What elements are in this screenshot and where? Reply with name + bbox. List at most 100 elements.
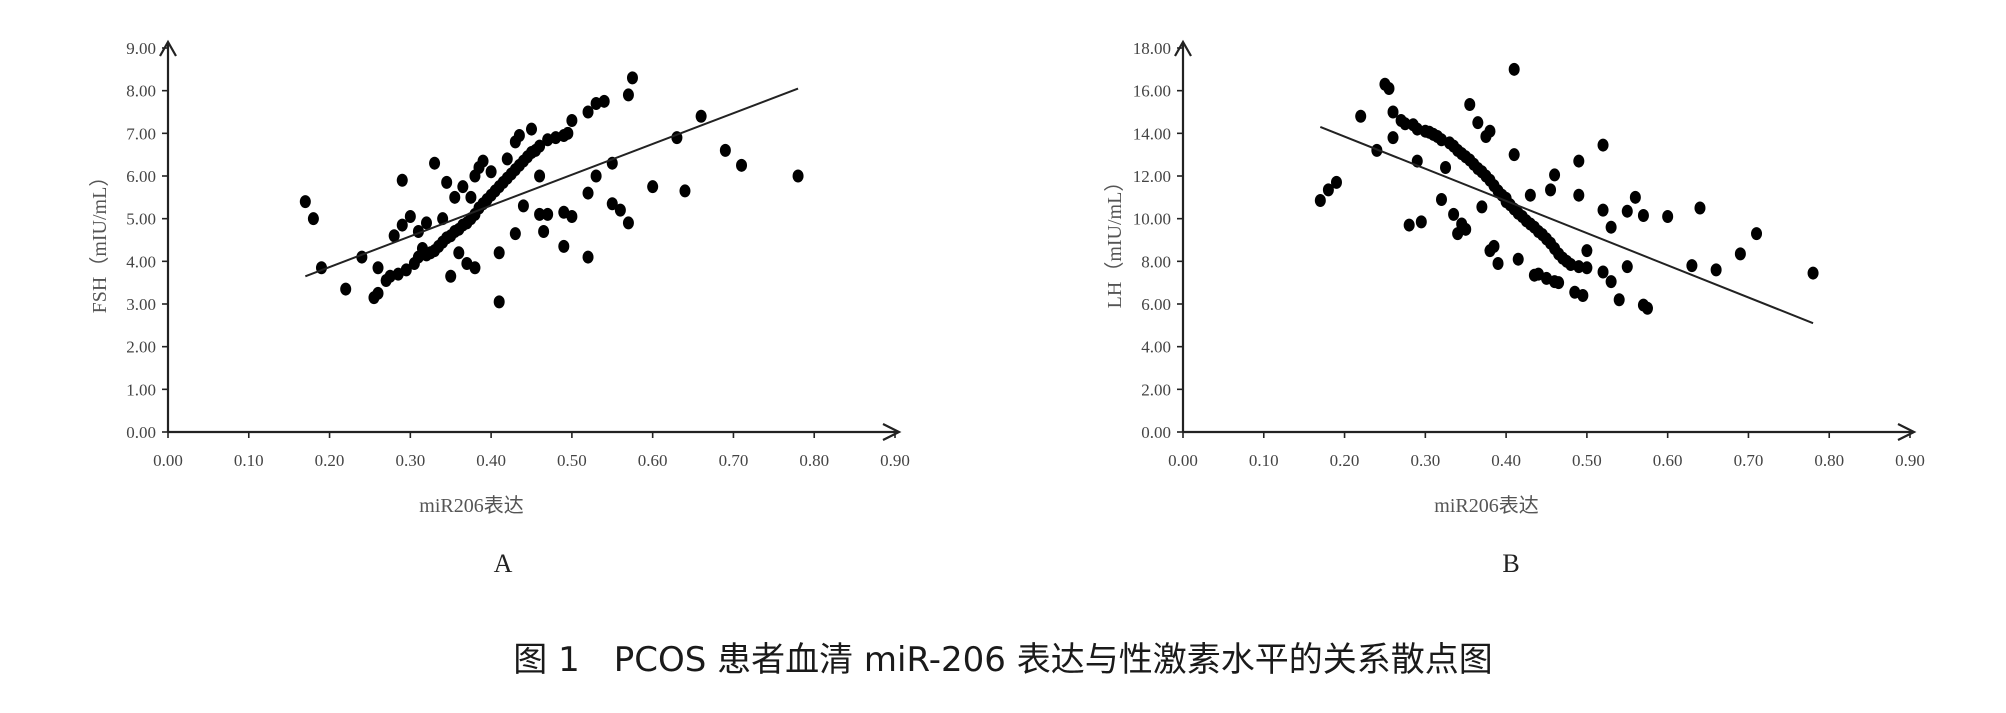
y-tick-label: 5.00 bbox=[126, 210, 156, 229]
data-point bbox=[1472, 116, 1484, 130]
x-tick-label: 0.30 bbox=[1410, 451, 1440, 470]
data-point bbox=[1621, 204, 1633, 218]
data-point bbox=[1484, 124, 1496, 138]
data-point bbox=[1605, 275, 1617, 289]
y-tick-label: 3.00 bbox=[126, 295, 156, 314]
x-tick-label: 0.80 bbox=[1814, 451, 1844, 470]
x-tick-label: 0.80 bbox=[799, 451, 829, 470]
y-axis-arrow bbox=[159, 39, 177, 57]
data-point bbox=[1399, 117, 1411, 131]
data-point bbox=[1440, 160, 1452, 174]
trendline bbox=[1319, 126, 1814, 325]
data-point bbox=[534, 207, 546, 221]
data-point bbox=[1597, 138, 1609, 152]
data-point bbox=[420, 216, 432, 230]
data-point bbox=[1581, 244, 1593, 258]
data-point bbox=[1508, 148, 1520, 162]
data-point bbox=[340, 282, 352, 296]
data-point bbox=[1621, 260, 1633, 274]
x-tick-label: 0.60 bbox=[638, 451, 668, 470]
data-point bbox=[1734, 247, 1746, 261]
data-point bbox=[372, 286, 384, 300]
y-axis-arrow bbox=[1174, 39, 1192, 57]
panel-label: A bbox=[494, 549, 513, 578]
data-point bbox=[622, 88, 634, 102]
data-point bbox=[1686, 259, 1698, 273]
x-tick-label: 0.60 bbox=[1653, 451, 1683, 470]
chart-b: 0.00 0.10 0.20 0.30 0.40 0.50 0.60 0.70 0.80 0.90… bbox=[1103, 39, 1925, 578]
data-point bbox=[1508, 62, 1520, 76]
data-point bbox=[445, 269, 457, 283]
x-tick-label: 0.10 bbox=[234, 451, 264, 470]
data-point bbox=[396, 218, 408, 232]
y-tick-label: 2.00 bbox=[126, 338, 156, 357]
data-point bbox=[1641, 301, 1653, 315]
data-point bbox=[1553, 276, 1565, 290]
data-point bbox=[1605, 220, 1617, 234]
data-point bbox=[1460, 222, 1472, 236]
y-tick-label: 8.00 bbox=[1141, 252, 1171, 271]
data-point bbox=[307, 212, 319, 226]
data-point bbox=[513, 128, 525, 142]
x-tick-label: 0.20 bbox=[1330, 451, 1360, 470]
data-point bbox=[1322, 183, 1334, 197]
data-point bbox=[1387, 131, 1399, 145]
x-tick-label: 0.90 bbox=[1895, 451, 1925, 470]
y-tick-label: 16.00 bbox=[1133, 82, 1171, 101]
data-point bbox=[457, 180, 469, 194]
data-point bbox=[598, 94, 610, 108]
data-point bbox=[1464, 98, 1476, 112]
data-point bbox=[1807, 266, 1819, 280]
y-tick-label: 1.00 bbox=[126, 380, 156, 399]
data-point bbox=[622, 216, 634, 230]
y-tick-label: 10.00 bbox=[1133, 210, 1171, 229]
data-point bbox=[404, 210, 416, 224]
y-tick-label: 7.00 bbox=[126, 124, 156, 143]
data-point bbox=[400, 263, 412, 277]
data-point bbox=[493, 295, 505, 309]
data-point bbox=[566, 114, 578, 128]
data-point bbox=[477, 154, 489, 168]
data-point bbox=[1597, 265, 1609, 279]
y-tick-label: 14.00 bbox=[1133, 124, 1171, 143]
data-point bbox=[517, 199, 529, 213]
data-point bbox=[453, 246, 465, 260]
data-point bbox=[1524, 188, 1536, 202]
chart-a: 0.00 0.10 0.20 0.30 0.40 0.50 0.60 0.70 0.80 0.90… bbox=[88, 39, 910, 578]
x-tick-label: 0.40 bbox=[476, 451, 506, 470]
data-point bbox=[1662, 210, 1674, 224]
data-point bbox=[542, 207, 554, 221]
data-point bbox=[493, 246, 505, 260]
x-tick-label: 0.50 bbox=[557, 451, 587, 470]
y-tick-label: 6.00 bbox=[1141, 295, 1171, 314]
data-point bbox=[526, 122, 537, 136]
data-point bbox=[1545, 183, 1557, 197]
data-point bbox=[566, 210, 578, 224]
data-point bbox=[1694, 201, 1706, 215]
x-tick-label: 0.40 bbox=[1491, 451, 1521, 470]
data-point bbox=[647, 180, 659, 194]
x-tick-label: 0.90 bbox=[880, 451, 910, 470]
trendline bbox=[304, 87, 799, 278]
data-point bbox=[1488, 239, 1500, 253]
data-point bbox=[626, 71, 638, 85]
y-tick-label: 2.00 bbox=[1141, 380, 1171, 399]
y-tick-label: 4.00 bbox=[126, 252, 156, 271]
data-point bbox=[465, 190, 477, 204]
data-point bbox=[1355, 109, 1367, 123]
data-point bbox=[558, 239, 570, 253]
data-point bbox=[1435, 192, 1447, 206]
data-point bbox=[501, 152, 513, 166]
data-point bbox=[1448, 207, 1460, 221]
data-point bbox=[1613, 293, 1625, 307]
data-point bbox=[469, 261, 481, 275]
data-point bbox=[1403, 218, 1415, 232]
data-point bbox=[372, 261, 384, 275]
panel-label: B bbox=[1502, 549, 1519, 578]
y-tick-label: 0.00 bbox=[126, 423, 156, 442]
data-point bbox=[429, 156, 441, 170]
data-point bbox=[534, 139, 546, 153]
y-axis-label: LH（mIU/mL） bbox=[1103, 172, 1126, 309]
x-axis-arrow bbox=[882, 423, 902, 441]
data-point bbox=[606, 197, 618, 211]
